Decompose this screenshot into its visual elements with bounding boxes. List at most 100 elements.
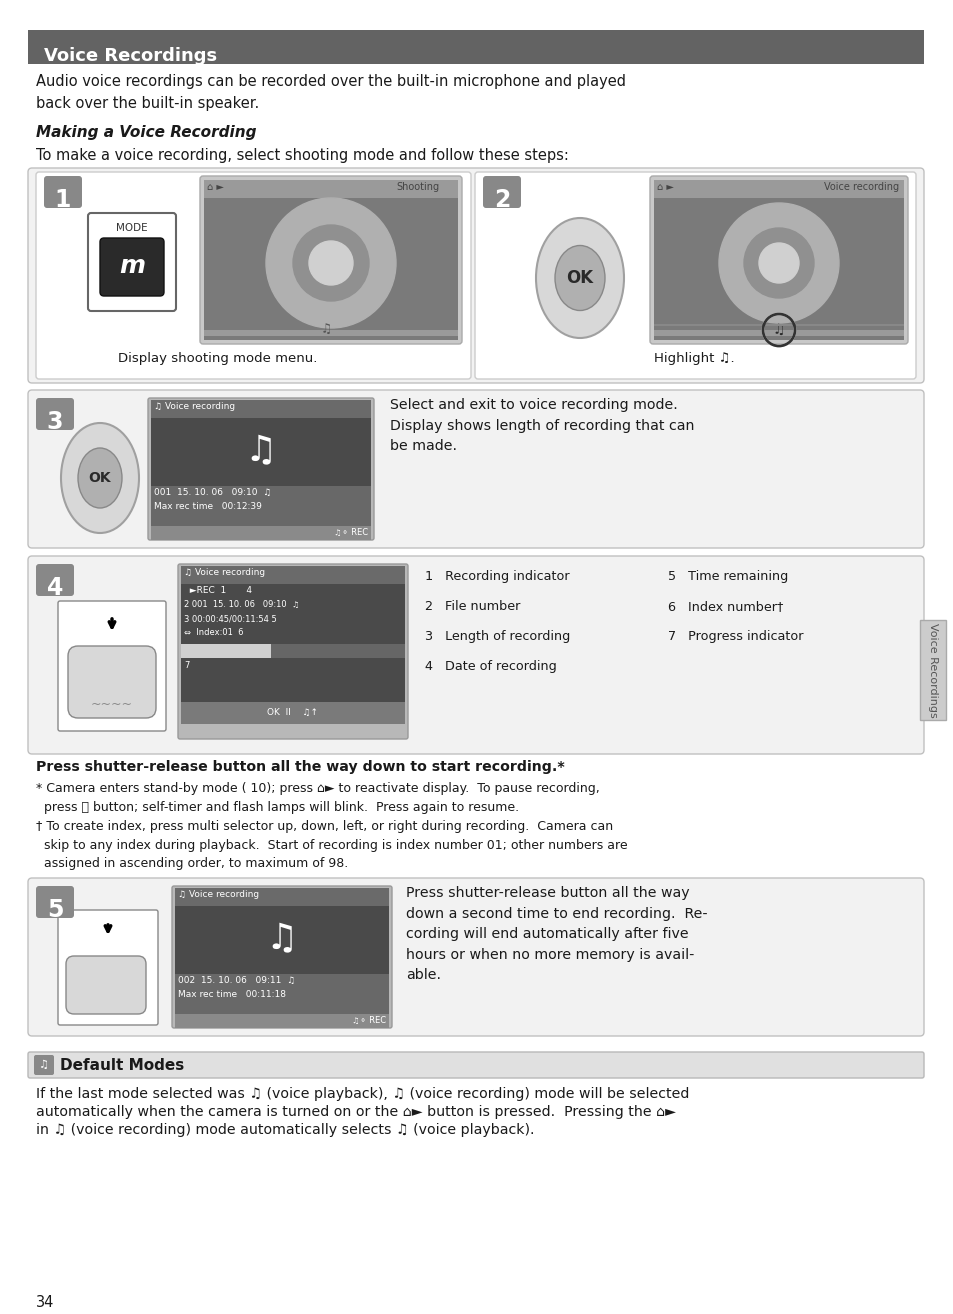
Text: ⌂ ►: ⌂ ►: [657, 183, 673, 192]
Bar: [151, 526, 371, 540]
Bar: [151, 418, 371, 486]
Text: 6   Index number†: 6 Index number†: [667, 600, 782, 614]
Bar: [204, 180, 457, 340]
Text: Max rec time   00:11:18: Max rec time 00:11:18: [178, 989, 286, 999]
Bar: [151, 399, 371, 418]
FancyBboxPatch shape: [482, 176, 520, 208]
Circle shape: [309, 240, 353, 285]
Text: Press shutter-release button all the way
down a second time to end recording.  R: Press shutter-release button all the way…: [406, 886, 707, 983]
FancyBboxPatch shape: [36, 398, 74, 430]
FancyBboxPatch shape: [172, 886, 392, 1028]
Circle shape: [293, 225, 369, 301]
FancyBboxPatch shape: [58, 600, 166, 731]
FancyBboxPatch shape: [68, 646, 156, 717]
Bar: [181, 583, 405, 702]
Text: Default Modes: Default Modes: [60, 1058, 184, 1072]
FancyBboxPatch shape: [58, 911, 158, 1025]
Ellipse shape: [536, 218, 623, 338]
Bar: [654, 180, 903, 340]
FancyBboxPatch shape: [44, 176, 82, 208]
Text: If the last mode selected was ♫ (voice playback), ♫ (voice recording) mode will : If the last mode selected was ♫ (voice p…: [36, 1087, 689, 1101]
Bar: [204, 330, 457, 336]
FancyBboxPatch shape: [200, 176, 461, 344]
Text: 002  15. 10. 06   09:11  ♫: 002 15. 10. 06 09:11 ♫: [178, 976, 294, 986]
Circle shape: [719, 202, 838, 323]
Text: ♫ Voice recording: ♫ Voice recording: [153, 402, 234, 411]
Text: 1: 1: [54, 188, 71, 212]
Text: ♫⚬ REC: ♫⚬ REC: [352, 1017, 386, 1025]
Text: 7: 7: [184, 661, 190, 670]
Bar: [28, 30, 923, 64]
Circle shape: [759, 243, 799, 283]
FancyBboxPatch shape: [28, 556, 923, 754]
Ellipse shape: [61, 423, 139, 533]
FancyBboxPatch shape: [28, 1053, 923, 1077]
Circle shape: [743, 229, 813, 298]
Text: OK: OK: [566, 269, 593, 286]
Text: To make a voice recording, select shooting mode and follow these steps:: To make a voice recording, select shooti…: [36, 148, 568, 163]
Circle shape: [266, 198, 395, 328]
Bar: [174, 905, 389, 974]
Text: Press shutter-release button all the way down to start recording.*: Press shutter-release button all the way…: [36, 759, 564, 774]
Text: 3   Length of recording: 3 Length of recording: [424, 629, 570, 643]
Bar: [174, 974, 389, 1014]
Text: 34: 34: [36, 1296, 54, 1310]
Text: ♫: ♫: [245, 434, 277, 466]
Text: 2   File number: 2 File number: [424, 600, 519, 614]
Text: ♫ Voice recording: ♫ Voice recording: [184, 568, 265, 577]
Text: m: m: [119, 254, 145, 279]
Bar: [181, 644, 405, 658]
Text: ♫ Voice recording: ♫ Voice recording: [178, 890, 259, 899]
FancyBboxPatch shape: [28, 878, 923, 1035]
Text: 2 001  15. 10. 06   09:10  ♫: 2 001 15. 10. 06 09:10 ♫: [184, 600, 299, 608]
Bar: [654, 330, 903, 336]
Text: 3: 3: [47, 410, 63, 434]
FancyBboxPatch shape: [66, 957, 146, 1014]
Text: Making a Voice Recording: Making a Voice Recording: [36, 125, 256, 141]
FancyBboxPatch shape: [100, 238, 164, 296]
Bar: [654, 180, 903, 198]
Text: ♫: ♫: [772, 323, 784, 336]
Text: 5   Time remaining: 5 Time remaining: [667, 570, 787, 583]
Bar: [181, 566, 405, 583]
Text: * Camera enters stand-by mode ( 10); press ⌂► to reactivate display.  To pause r: * Camera enters stand-by mode ( 10); pre…: [36, 782, 599, 813]
FancyBboxPatch shape: [475, 172, 915, 378]
FancyBboxPatch shape: [28, 168, 923, 382]
FancyBboxPatch shape: [36, 564, 74, 597]
Text: † To create index, press multi selector up, down, left, or right during recordin: † To create index, press multi selector …: [36, 820, 627, 870]
Text: ►REC  1       4: ►REC 1 4: [184, 586, 252, 595]
Text: 7   Progress indicator: 7 Progress indicator: [667, 629, 802, 643]
Text: OK  II    ♫↑: OK II ♫↑: [267, 708, 318, 717]
FancyBboxPatch shape: [34, 1055, 54, 1075]
Ellipse shape: [555, 246, 604, 310]
Text: ~~~~: ~~~~: [91, 698, 132, 711]
FancyBboxPatch shape: [88, 213, 175, 311]
FancyBboxPatch shape: [649, 176, 907, 344]
Text: 001  15. 10. 06   09:10  ♫: 001 15. 10. 06 09:10 ♫: [153, 487, 271, 497]
Text: Display shooting mode menu.: Display shooting mode menu.: [118, 352, 317, 365]
Bar: [181, 644, 271, 658]
Text: ⌂ ►: ⌂ ►: [207, 183, 224, 192]
FancyBboxPatch shape: [28, 390, 923, 548]
Bar: [174, 1014, 389, 1028]
Text: 3 00:00:45/00:11:54 5: 3 00:00:45/00:11:54 5: [184, 614, 276, 623]
FancyBboxPatch shape: [148, 398, 374, 540]
Bar: [151, 486, 371, 526]
Text: Audio voice recordings can be recorded over the built-in microphone and played
b: Audio voice recordings can be recorded o…: [36, 74, 625, 110]
Text: ⇔  Index:01  6: ⇔ Index:01 6: [184, 628, 243, 637]
FancyBboxPatch shape: [36, 172, 471, 378]
Text: 4: 4: [47, 576, 63, 600]
Ellipse shape: [78, 448, 122, 509]
Text: ♫⚬ REC: ♫⚬ REC: [334, 528, 368, 537]
Text: Voice Recordings: Voice Recordings: [44, 47, 217, 64]
FancyBboxPatch shape: [36, 886, 74, 918]
Text: OK: OK: [89, 470, 112, 485]
Bar: [181, 702, 405, 724]
Text: MODE: MODE: [116, 223, 148, 233]
Text: Voice Recordings: Voice Recordings: [927, 623, 937, 717]
Text: 2: 2: [494, 188, 510, 212]
Text: Shooting: Shooting: [396, 183, 439, 192]
Text: in ♫ (voice recording) mode automatically selects ♫ (voice playback).: in ♫ (voice recording) mode automaticall…: [36, 1123, 534, 1137]
Text: ♫: ♫: [39, 1060, 49, 1070]
Bar: [174, 888, 389, 905]
